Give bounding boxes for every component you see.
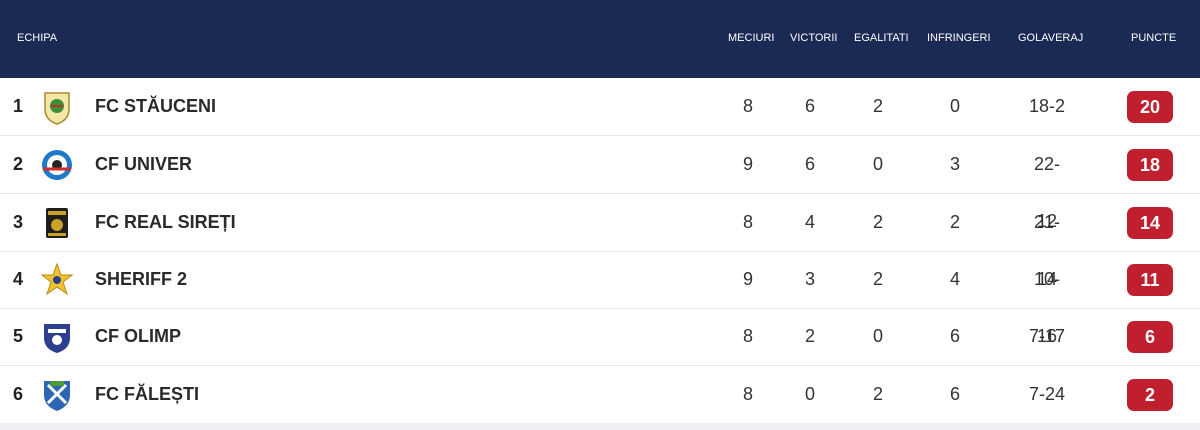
points-badge: 6 [1127, 321, 1173, 353]
goal-difference: 21-14 [1033, 212, 1060, 289]
stauceni-crest-icon [44, 92, 70, 125]
wins-count: 2 [804, 326, 815, 346]
losses-count: 0 [949, 96, 960, 116]
wins-count: 3 [804, 269, 815, 289]
real-sireti-shield-icon [46, 208, 68, 238]
played-count: 8 [742, 326, 753, 346]
wins-count: 6 [804, 96, 815, 116]
draws-count: 2 [872, 269, 883, 289]
played-count: 9 [742, 269, 753, 289]
header-team: ECHIPA [17, 32, 58, 44]
points-badge: 11 [1127, 264, 1173, 296]
wins-count: 0 [804, 384, 815, 404]
points-badge: 14 [1127, 207, 1173, 239]
team-name[interactable]: FC STĂUCENI [95, 96, 216, 116]
table-row[interactable]: 2 CF UNIVER 9 6 0 3 22-12 18 [0, 136, 1200, 231]
header-wins: VICTORII [790, 32, 838, 44]
sheriff-star-icon [40, 262, 74, 296]
row-position: 2 [13, 154, 24, 174]
olimp-shield-icon [44, 324, 70, 353]
row-position: 6 [13, 384, 24, 404]
table-row[interactable]: 4 SHERIFF 2 9 3 2 4 10-16 11 [0, 251, 1200, 346]
draws-count: 2 [872, 96, 883, 116]
table-footer-divider [0, 423, 1200, 430]
points-badge: 2 [1127, 379, 1173, 411]
row-position: 5 [13, 326, 24, 346]
team-name[interactable]: CF OLIMP [95, 326, 181, 346]
header-losses: INFRINGERI [927, 32, 991, 44]
draws-count: 0 [872, 154, 883, 174]
points-badge: 20 [1127, 91, 1173, 123]
header-goals: GOLAVERAJ [1018, 32, 1084, 44]
goal-difference: 7-24 [1028, 384, 1066, 404]
goal-difference: 7-17 [1028, 326, 1066, 346]
row-position: 1 [13, 96, 24, 116]
row-position: 4 [13, 269, 24, 289]
played-count: 9 [742, 154, 753, 174]
draws-count: 2 [872, 212, 883, 232]
header-draws: EGALITATI [854, 32, 909, 44]
played-count: 8 [742, 96, 753, 116]
team-name[interactable]: FC FĂLEȘTI [95, 384, 199, 404]
table-row[interactable]: 1 FC STĂUCENI 8 6 2 0 18-2 20 [0, 78, 1200, 136]
played-count: 8 [742, 212, 753, 232]
goal-difference: 10-16 [1033, 269, 1060, 346]
row-position: 3 [13, 212, 24, 232]
table-header: ECHIPA MECIURI VICTORII EGALITATI INFRIN… [0, 0, 1200, 78]
draws-count: 0 [872, 326, 883, 346]
losses-count: 2 [949, 212, 960, 232]
team-name[interactable]: FC REAL SIREȚI [95, 212, 236, 232]
wins-count: 6 [804, 154, 815, 174]
table-row[interactable]: 5 CF OLIMP 8 2 0 6 7-17 6 [0, 308, 1200, 366]
team-name[interactable]: SHERIFF 2 [95, 269, 188, 289]
losses-count: 6 [949, 384, 960, 404]
header-played: MECIURI [728, 32, 775, 44]
univer-ball-icon [42, 150, 72, 180]
losses-count: 4 [949, 269, 960, 289]
falesti-shield-icon [44, 381, 70, 411]
goal-difference: 18-2 [1028, 96, 1066, 116]
played-count: 8 [742, 384, 753, 404]
header-points: PUNCTE [1131, 32, 1177, 44]
points-badge: 18 [1127, 149, 1173, 181]
losses-count: 6 [949, 326, 960, 346]
draws-count: 2 [872, 384, 883, 404]
wins-count: 4 [804, 212, 815, 232]
team-name[interactable]: CF UNIVER [95, 154, 193, 174]
losses-count: 3 [949, 154, 960, 174]
table-row[interactable]: 6 FC FĂLEȘTI 8 0 2 6 7-24 2 [0, 366, 1200, 424]
goal-difference: 22-12 [1033, 154, 1060, 231]
table-row[interactable]: 3 FC REAL SIREȚI 8 4 2 2 21-14 14 [0, 194, 1200, 289]
